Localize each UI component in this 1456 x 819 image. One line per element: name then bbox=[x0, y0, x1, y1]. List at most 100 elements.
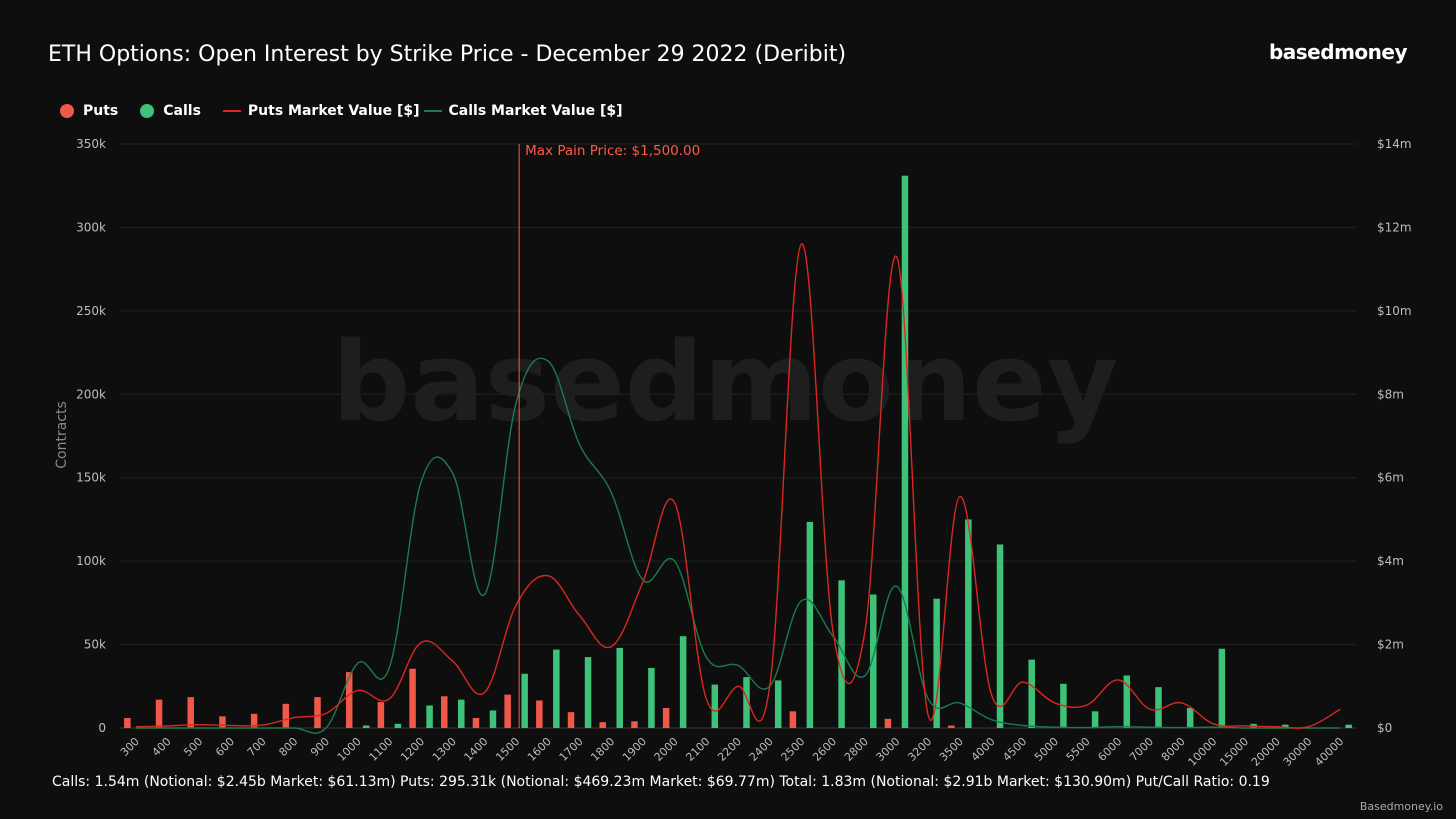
puts-bar bbox=[282, 703, 290, 728]
y-tick-label: 50k bbox=[84, 638, 106, 652]
footer-link[interactable]: Basedmoney.io bbox=[1359, 800, 1443, 813]
y2-tick-label: $4m bbox=[1377, 554, 1404, 568]
calls-bar bbox=[1282, 724, 1289, 728]
y2-tick-label: $14m bbox=[1377, 137, 1412, 151]
market-value-lines bbox=[135, 243, 1341, 734]
x-tick-label: 10000 bbox=[1186, 735, 1220, 769]
x-tick-label: 5500 bbox=[1064, 735, 1093, 764]
puts-bar bbox=[377, 702, 385, 728]
legend-label-puts-market-value: Puts Market Value [$] bbox=[247, 103, 420, 119]
calls-bar bbox=[965, 519, 972, 728]
calls-bar bbox=[458, 699, 465, 728]
calls-bar bbox=[648, 667, 655, 728]
calls-bar bbox=[616, 647, 623, 728]
x-tick-label: 1000 bbox=[335, 735, 364, 764]
watermark: basedmoney bbox=[332, 318, 1119, 446]
x-tick-label: 2200 bbox=[715, 735, 744, 764]
legend-label-calls-market-value: Calls Market Value [$] bbox=[448, 103, 623, 119]
y-tick-label: 250k bbox=[76, 304, 106, 318]
calls-bar bbox=[1123, 675, 1131, 728]
calls-dot-icon bbox=[140, 104, 155, 118]
calls-bar bbox=[1091, 711, 1099, 728]
calls-bar bbox=[1186, 707, 1194, 728]
y-tick-label: 0 bbox=[98, 721, 106, 735]
x-tick-label: 1600 bbox=[525, 735, 554, 764]
x-tick-label: 2400 bbox=[747, 735, 776, 764]
calls-bar bbox=[679, 636, 687, 728]
legend-item-puts-market-value[interactable]: Puts Market Value [$] bbox=[222, 103, 420, 119]
calls-bar bbox=[996, 544, 1004, 728]
x-tick-label: 20000 bbox=[1249, 735, 1283, 769]
legend-item-calls[interactable]: Calls bbox=[140, 103, 201, 119]
x-tick-label: 4500 bbox=[1000, 735, 1029, 764]
legend-label-calls: Calls bbox=[163, 103, 201, 119]
x-tick-label: 5000 bbox=[1032, 735, 1061, 764]
puts-bar bbox=[250, 713, 258, 728]
puts-bar bbox=[884, 718, 892, 728]
x-tick-label: 500 bbox=[181, 735, 205, 759]
puts-bar bbox=[536, 700, 543, 728]
calls-bar bbox=[711, 684, 719, 728]
y-axis-title: Contracts bbox=[54, 401, 70, 469]
puts-dot-icon bbox=[60, 104, 74, 118]
summary-stats: Calls: 1.54m (Notional: $2.45b Market: $… bbox=[52, 774, 1270, 790]
puts-bar bbox=[219, 716, 226, 728]
calls-bar bbox=[870, 594, 877, 728]
puts-bar bbox=[504, 694, 511, 728]
y-tick-label: 200k bbox=[76, 387, 106, 401]
puts-bar bbox=[441, 696, 448, 728]
max-pain-annotation: Max Pain Price: $1,500.00 bbox=[518, 143, 700, 728]
y-axis-ticks: 0 50k 100k 150k 200k 250k 300k 350k bbox=[76, 137, 106, 735]
puts-bar bbox=[187, 697, 194, 728]
y2-tick-label: $12m bbox=[1377, 220, 1412, 234]
x-axis-ticks: 300 400 500 600 700 800 900 1000 1100 1200 1300 140… bbox=[118, 735, 1346, 769]
x-tick-label: 1700 bbox=[557, 735, 586, 764]
puts-bar bbox=[345, 672, 353, 728]
calls-bar bbox=[521, 673, 528, 728]
puts-market-value-line bbox=[135, 243, 1341, 729]
x-tick-label: 3000 bbox=[874, 735, 903, 764]
x-tick-label: 800 bbox=[276, 735, 300, 759]
x-tick-label: 1100 bbox=[367, 735, 396, 764]
x-tick-label: 8000 bbox=[1159, 735, 1188, 764]
calls-market-value-line bbox=[135, 357, 1341, 734]
calls-bar bbox=[1155, 687, 1162, 728]
x-tick-label: 600 bbox=[213, 735, 237, 759]
legend-item-calls-market-value[interactable]: Calls Market Value [$] bbox=[423, 103, 623, 119]
x-tick-label: 1300 bbox=[430, 735, 459, 764]
calls-bar bbox=[1028, 659, 1035, 728]
calls-bar bbox=[743, 677, 750, 728]
y-tick-label: 350k bbox=[76, 137, 106, 151]
legend-item-puts[interactable]: Puts bbox=[60, 103, 118, 119]
x-tick-label: 30000 bbox=[1281, 735, 1315, 769]
puts-bar bbox=[789, 711, 797, 728]
x-tick-label: 1400 bbox=[462, 735, 491, 764]
puts-bar bbox=[472, 717, 480, 728]
x-tick-label: 700 bbox=[245, 735, 269, 759]
y2-tick-label: $8m bbox=[1377, 387, 1404, 401]
x-tick-label: 1800 bbox=[588, 735, 617, 764]
calls-bar bbox=[1218, 648, 1226, 728]
chart-title: ETH Options: Open Interest by Strike Pri… bbox=[48, 42, 847, 67]
calls-bar bbox=[933, 598, 940, 728]
calls-bar bbox=[584, 657, 592, 728]
puts-bar bbox=[948, 725, 955, 728]
calls-bar bbox=[394, 723, 402, 728]
brand-logo: basedmoney bbox=[1268, 40, 1408, 64]
calls-bar bbox=[553, 649, 560, 728]
y2-axis-ticks: $0 $2m $4m $6m $8m $10m $12m $14m bbox=[1377, 137, 1412, 735]
puts-bar bbox=[314, 697, 321, 728]
puts-bar bbox=[155, 699, 163, 728]
x-tick-label: 4000 bbox=[969, 735, 998, 764]
x-tick-label: 2600 bbox=[810, 735, 839, 764]
x-tick-label: 40000 bbox=[1312, 735, 1346, 769]
puts-line-icon bbox=[222, 110, 241, 112]
x-tick-label: 400 bbox=[150, 735, 174, 759]
max-pain-label: Max Pain Price: $1,500.00 bbox=[525, 143, 700, 159]
y2-tick-label: $6m bbox=[1377, 471, 1404, 485]
calls-line-icon bbox=[423, 110, 442, 112]
x-tick-label: 3200 bbox=[905, 735, 934, 764]
x-tick-label: 7000 bbox=[1127, 735, 1156, 764]
y2-tick-label: $10m bbox=[1377, 304, 1412, 318]
